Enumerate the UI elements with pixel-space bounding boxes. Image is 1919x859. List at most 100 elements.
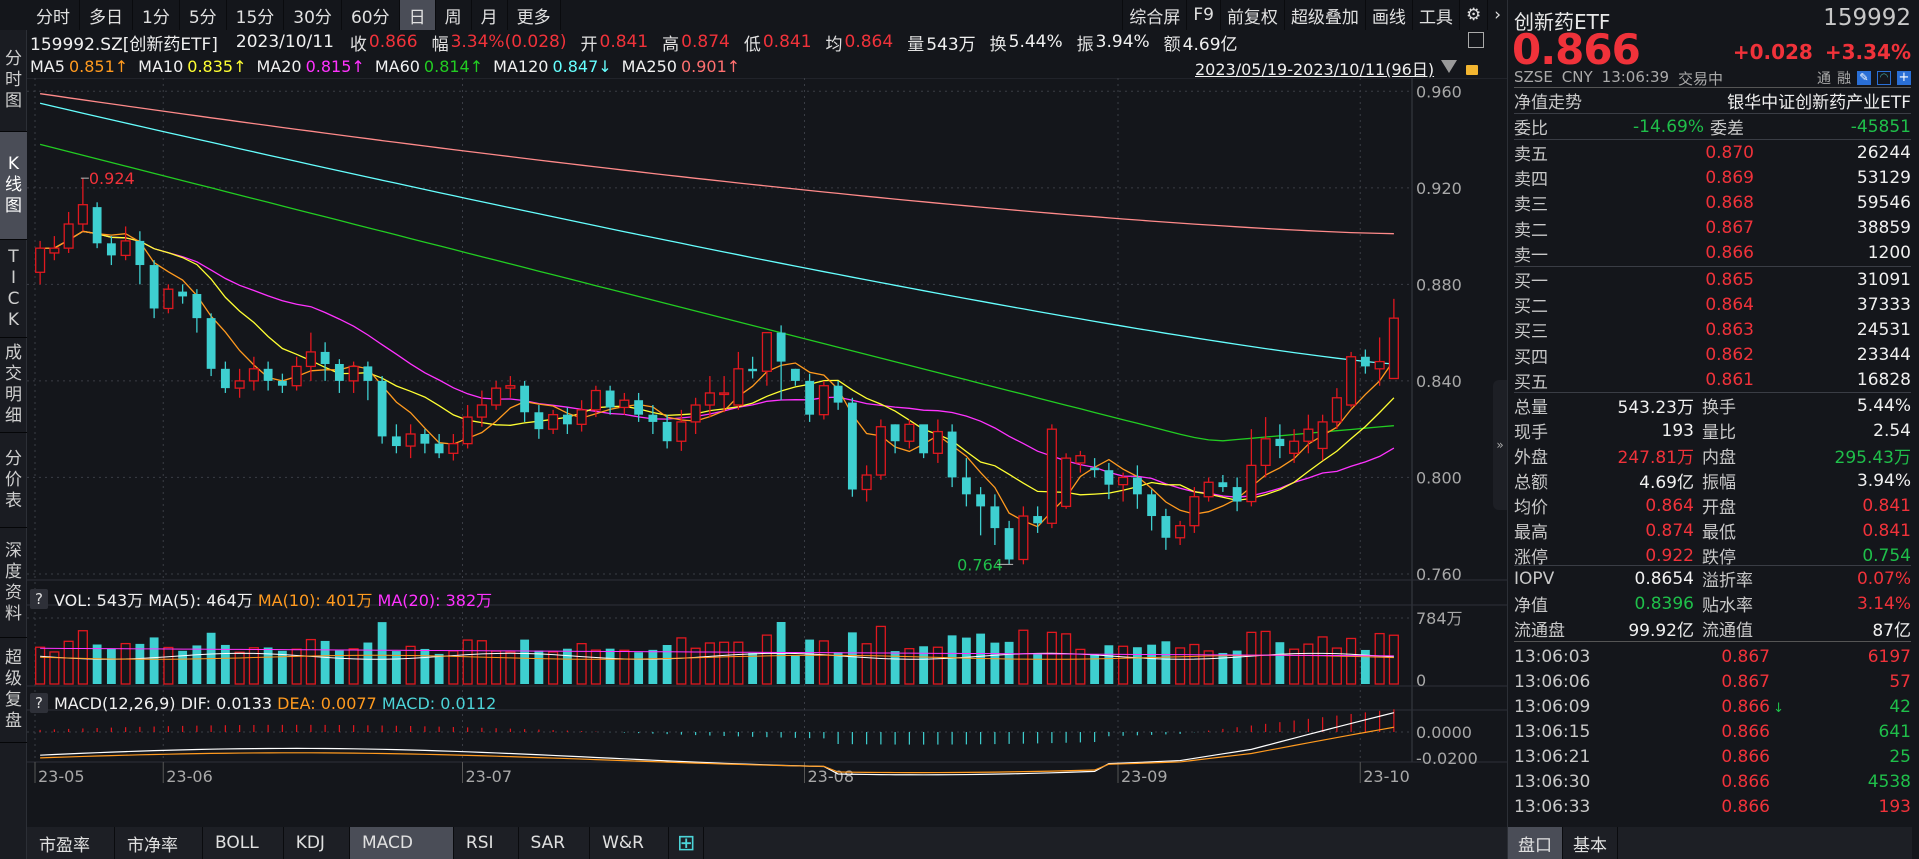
period-tab-10[interactable]: 更多 xyxy=(508,0,561,30)
period-toolbar: 分时 多日 1分 5分 15分 30分 60分日周月更多 xyxy=(27,0,1507,30)
add-indicator-icon[interactable]: ⊞ xyxy=(669,827,705,859)
tool-button-0[interactable]: 综合屏 xyxy=(1122,0,1186,30)
bid-price: 0.863 xyxy=(1705,319,1754,340)
help-icon[interactable]: ? xyxy=(30,693,48,713)
stat-row: 最高 0.874 最低 0.841 xyxy=(1514,518,1911,544)
tick-price: 0.867 xyxy=(1721,646,1770,667)
period-tab-6[interactable]: 60分 xyxy=(342,0,400,30)
indicator-tab-6[interactable]: SAR xyxy=(519,827,591,859)
tick-price-cell: 0.866 xyxy=(1644,797,1784,817)
layout-icon[interactable] xyxy=(1468,32,1484,48)
edit-icon[interactable]: ✎ xyxy=(1857,71,1871,85)
indicator-tab-2[interactable]: BOLL xyxy=(203,827,284,859)
stat-value: 543.23万 xyxy=(1617,398,1694,418)
sidebar-item-char: 分 xyxy=(5,448,22,469)
ask-price: 0.866 xyxy=(1705,243,1754,264)
ma-legend: MA5 0.851↑ MA10 0.835↑ MA20 0.815↑ MA60 0.814↑ M… xyxy=(30,54,750,78)
sidebar-item-0[interactable]: 分时图 xyxy=(0,30,27,132)
period-tab-7[interactable]: 日 xyxy=(399,0,436,30)
indicator-tab-0[interactable]: 市盈率 xyxy=(27,827,115,859)
period-tab-3[interactable]: 5分 xyxy=(180,0,227,30)
badges: 通 融 ✎ ◠ + xyxy=(1817,68,1911,88)
ask-label: 卖三 xyxy=(1514,195,1548,216)
collapse-panel-handle[interactable]: » xyxy=(1493,380,1507,510)
tool-button-3[interactable]: 超级叠加 xyxy=(1283,0,1365,30)
tick-volume: 6197 xyxy=(1867,646,1911,667)
bid-row: 买一 0.865 31091 xyxy=(1514,267,1911,293)
period-tab-9[interactable]: 月 xyxy=(472,0,508,30)
stat-value: 3.94% xyxy=(1856,470,1911,491)
period-tab-1[interactable]: 多日 xyxy=(80,0,133,30)
tool-button-1[interactable]: F9 xyxy=(1186,0,1220,30)
nav-trend-link[interactable]: 净值走势 xyxy=(1514,93,1582,113)
stat-label: 量比 xyxy=(1702,423,1736,443)
quote-time: 13:06:39 xyxy=(1601,68,1670,86)
tick-price-cell: 0.867 xyxy=(1644,672,1784,692)
ask-label: 卖二 xyxy=(1514,220,1548,241)
unlock-icon[interactable] xyxy=(1466,65,1478,75)
price-change: +0.028 +3.34% xyxy=(1733,40,1911,64)
tool-button-5[interactable]: 工具 xyxy=(1411,0,1459,30)
currency: CNY xyxy=(1561,68,1593,86)
sidebar-item-3[interactable]: 成交明细 xyxy=(0,338,27,433)
ask-price: 0.867 xyxy=(1705,218,1754,239)
price-tick: 0.960 xyxy=(1416,82,1462,101)
stat-value: 0.874 xyxy=(1645,520,1694,541)
macd-axis-zero: 0.0000 xyxy=(1416,723,1472,742)
stat-label: 贴水率 xyxy=(1702,596,1753,616)
stat-label: 总额 xyxy=(1514,473,1548,493)
bid-row: 买三 0.863 24531 xyxy=(1514,317,1911,343)
vol-label: VOL: 543万 xyxy=(54,591,144,610)
period-tab-0[interactable]: 分时 xyxy=(27,0,80,30)
sidebar-item-4[interactable]: 分价表 xyxy=(0,433,27,528)
quote-panel: 创新药ETF 159992 0.866 +0.028 +3.34% SZSE C… xyxy=(1507,0,1919,859)
indicator-tab-7[interactable]: W&R xyxy=(590,827,669,859)
range-dropdown-icon[interactable] xyxy=(1441,60,1457,73)
ask-price: 0.869 xyxy=(1705,167,1754,188)
tick-row: 13:06:21 0.866 25 xyxy=(1514,744,1911,769)
alert-bell-icon[interactable]: ◠ xyxy=(1877,71,1891,85)
tick-price: 0.866 xyxy=(1721,771,1770,792)
stat-label: 最高 xyxy=(1514,523,1548,543)
period-tab-5[interactable]: 30分 xyxy=(284,0,342,30)
panel-tab-0[interactable]: 盘口 xyxy=(1508,827,1563,859)
indicator-tab-3[interactable]: KDJ xyxy=(284,827,350,859)
change-value: 3.34%(0.028) xyxy=(450,32,567,52)
indicator-tab-4[interactable]: MACD xyxy=(349,827,454,859)
fund-full-name: 银华中证创新药产业ETF xyxy=(1727,93,1911,113)
period-tab-2[interactable]: 1分 xyxy=(133,0,180,30)
tool-button-2[interactable]: 前复权 xyxy=(1219,0,1284,30)
panel-tab-1[interactable]: 基本 xyxy=(1563,827,1618,859)
tick-volume: 25 xyxy=(1889,746,1911,767)
bid-price: 0.864 xyxy=(1705,294,1754,315)
stat-label: 开盘 xyxy=(1702,498,1736,518)
stat-label: 振幅 xyxy=(1702,473,1736,493)
order-ratio-row: 委比 -14.69% 委差 -45851 xyxy=(1514,114,1911,140)
sidebar-item-char: 表 xyxy=(5,490,22,511)
period-tab-4[interactable]: 15分 xyxy=(227,0,285,30)
period-tab-8[interactable]: 周 xyxy=(436,0,472,30)
tool-button-4[interactable]: 画线 xyxy=(1364,0,1412,30)
gear-icon[interactable]: ⚙ xyxy=(1458,0,1487,30)
quote-date: 2023/10/11 xyxy=(235,32,334,52)
stat-row: 流通盘 99.92亿 流通值 87亿 xyxy=(1514,616,1911,641)
chevron-right-icon[interactable]: › xyxy=(1487,0,1507,30)
bid-row: 买五 0.861 16828 xyxy=(1514,368,1911,393)
weibi-label: 委比 xyxy=(1514,119,1548,139)
indicator-tab-1[interactable]: 市净率 xyxy=(115,827,203,859)
kline-chart[interactable]: 0.960 0.920 0.880 0.840 0.800 0.760 23-05 23-06… xyxy=(27,78,1507,827)
add-watchlist-icon[interactable]: + xyxy=(1897,70,1911,85)
date-range-selector[interactable]: 2023/05/19-2023/10/11(96日) xyxy=(1195,60,1435,79)
sidebar-item-char: 图 xyxy=(5,91,22,111)
stat-label: 均价 xyxy=(1514,498,1548,518)
volume-legend: ? VOL: 543万 MA(5): 464万 MA(10): 401万 MA(… xyxy=(30,587,492,611)
stat-value: 0.841 xyxy=(1862,520,1911,541)
ma-name: MA60 xyxy=(374,56,420,76)
indicator-tab-5[interactable]: RSI xyxy=(454,827,519,859)
macd-params: MACD(12,26,9) xyxy=(54,693,176,713)
help-icon[interactable]: ? xyxy=(30,589,48,609)
sidebar-item-6[interactable]: 超级复盘 xyxy=(0,638,27,743)
sidebar-item-5[interactable]: 深度资料 xyxy=(0,528,27,638)
